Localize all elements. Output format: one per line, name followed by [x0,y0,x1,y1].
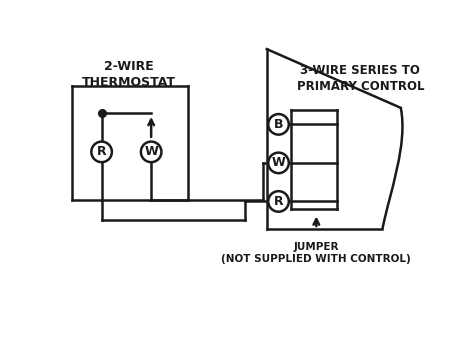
Circle shape [141,142,162,162]
Text: W: W [272,156,285,169]
Text: 2-WIRE
THERMOSTAT: 2-WIRE THERMOSTAT [82,60,176,89]
Circle shape [268,153,289,173]
Text: R: R [273,195,283,208]
Text: R: R [97,145,107,158]
Text: JUMPER
(NOT SUPPLIED WITH CONTROL): JUMPER (NOT SUPPLIED WITH CONTROL) [221,242,411,264]
Circle shape [91,142,112,162]
Text: B: B [274,118,283,131]
Text: 3-WIRE SERIES TO
PRIMARY CONTROL: 3-WIRE SERIES TO PRIMARY CONTROL [297,64,424,93]
Circle shape [268,191,289,212]
Text: W: W [144,145,158,158]
Circle shape [268,114,289,135]
